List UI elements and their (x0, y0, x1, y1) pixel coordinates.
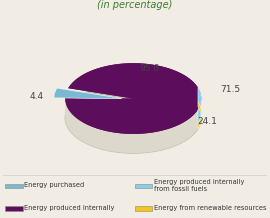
Bar (5, 184, 23, 189)
Text: 71.5: 71.5 (221, 85, 241, 94)
Bar (135, 184, 153, 189)
Polygon shape (198, 88, 201, 124)
Polygon shape (65, 63, 201, 134)
Polygon shape (54, 88, 122, 99)
Text: Energy purchased: Energy purchased (24, 182, 85, 188)
Text: (in percentage): (in percentage) (97, 0, 173, 10)
Text: Energy from renewable resources: Energy from renewable resources (154, 204, 266, 211)
Bar (135, 206, 153, 211)
Polygon shape (65, 63, 201, 134)
Bar (5, 206, 23, 211)
Text: 4.4: 4.4 (29, 92, 43, 101)
Polygon shape (65, 99, 201, 153)
Text: 24.1: 24.1 (197, 117, 217, 126)
Text: Energy produced internally: Energy produced internally (24, 204, 115, 211)
Polygon shape (54, 88, 122, 99)
Text: 95.6: 95.6 (139, 64, 159, 73)
Polygon shape (198, 102, 201, 129)
Polygon shape (65, 82, 201, 153)
Text: Energy produced internally
from fossil fuels: Energy produced internally from fossil f… (154, 179, 244, 192)
